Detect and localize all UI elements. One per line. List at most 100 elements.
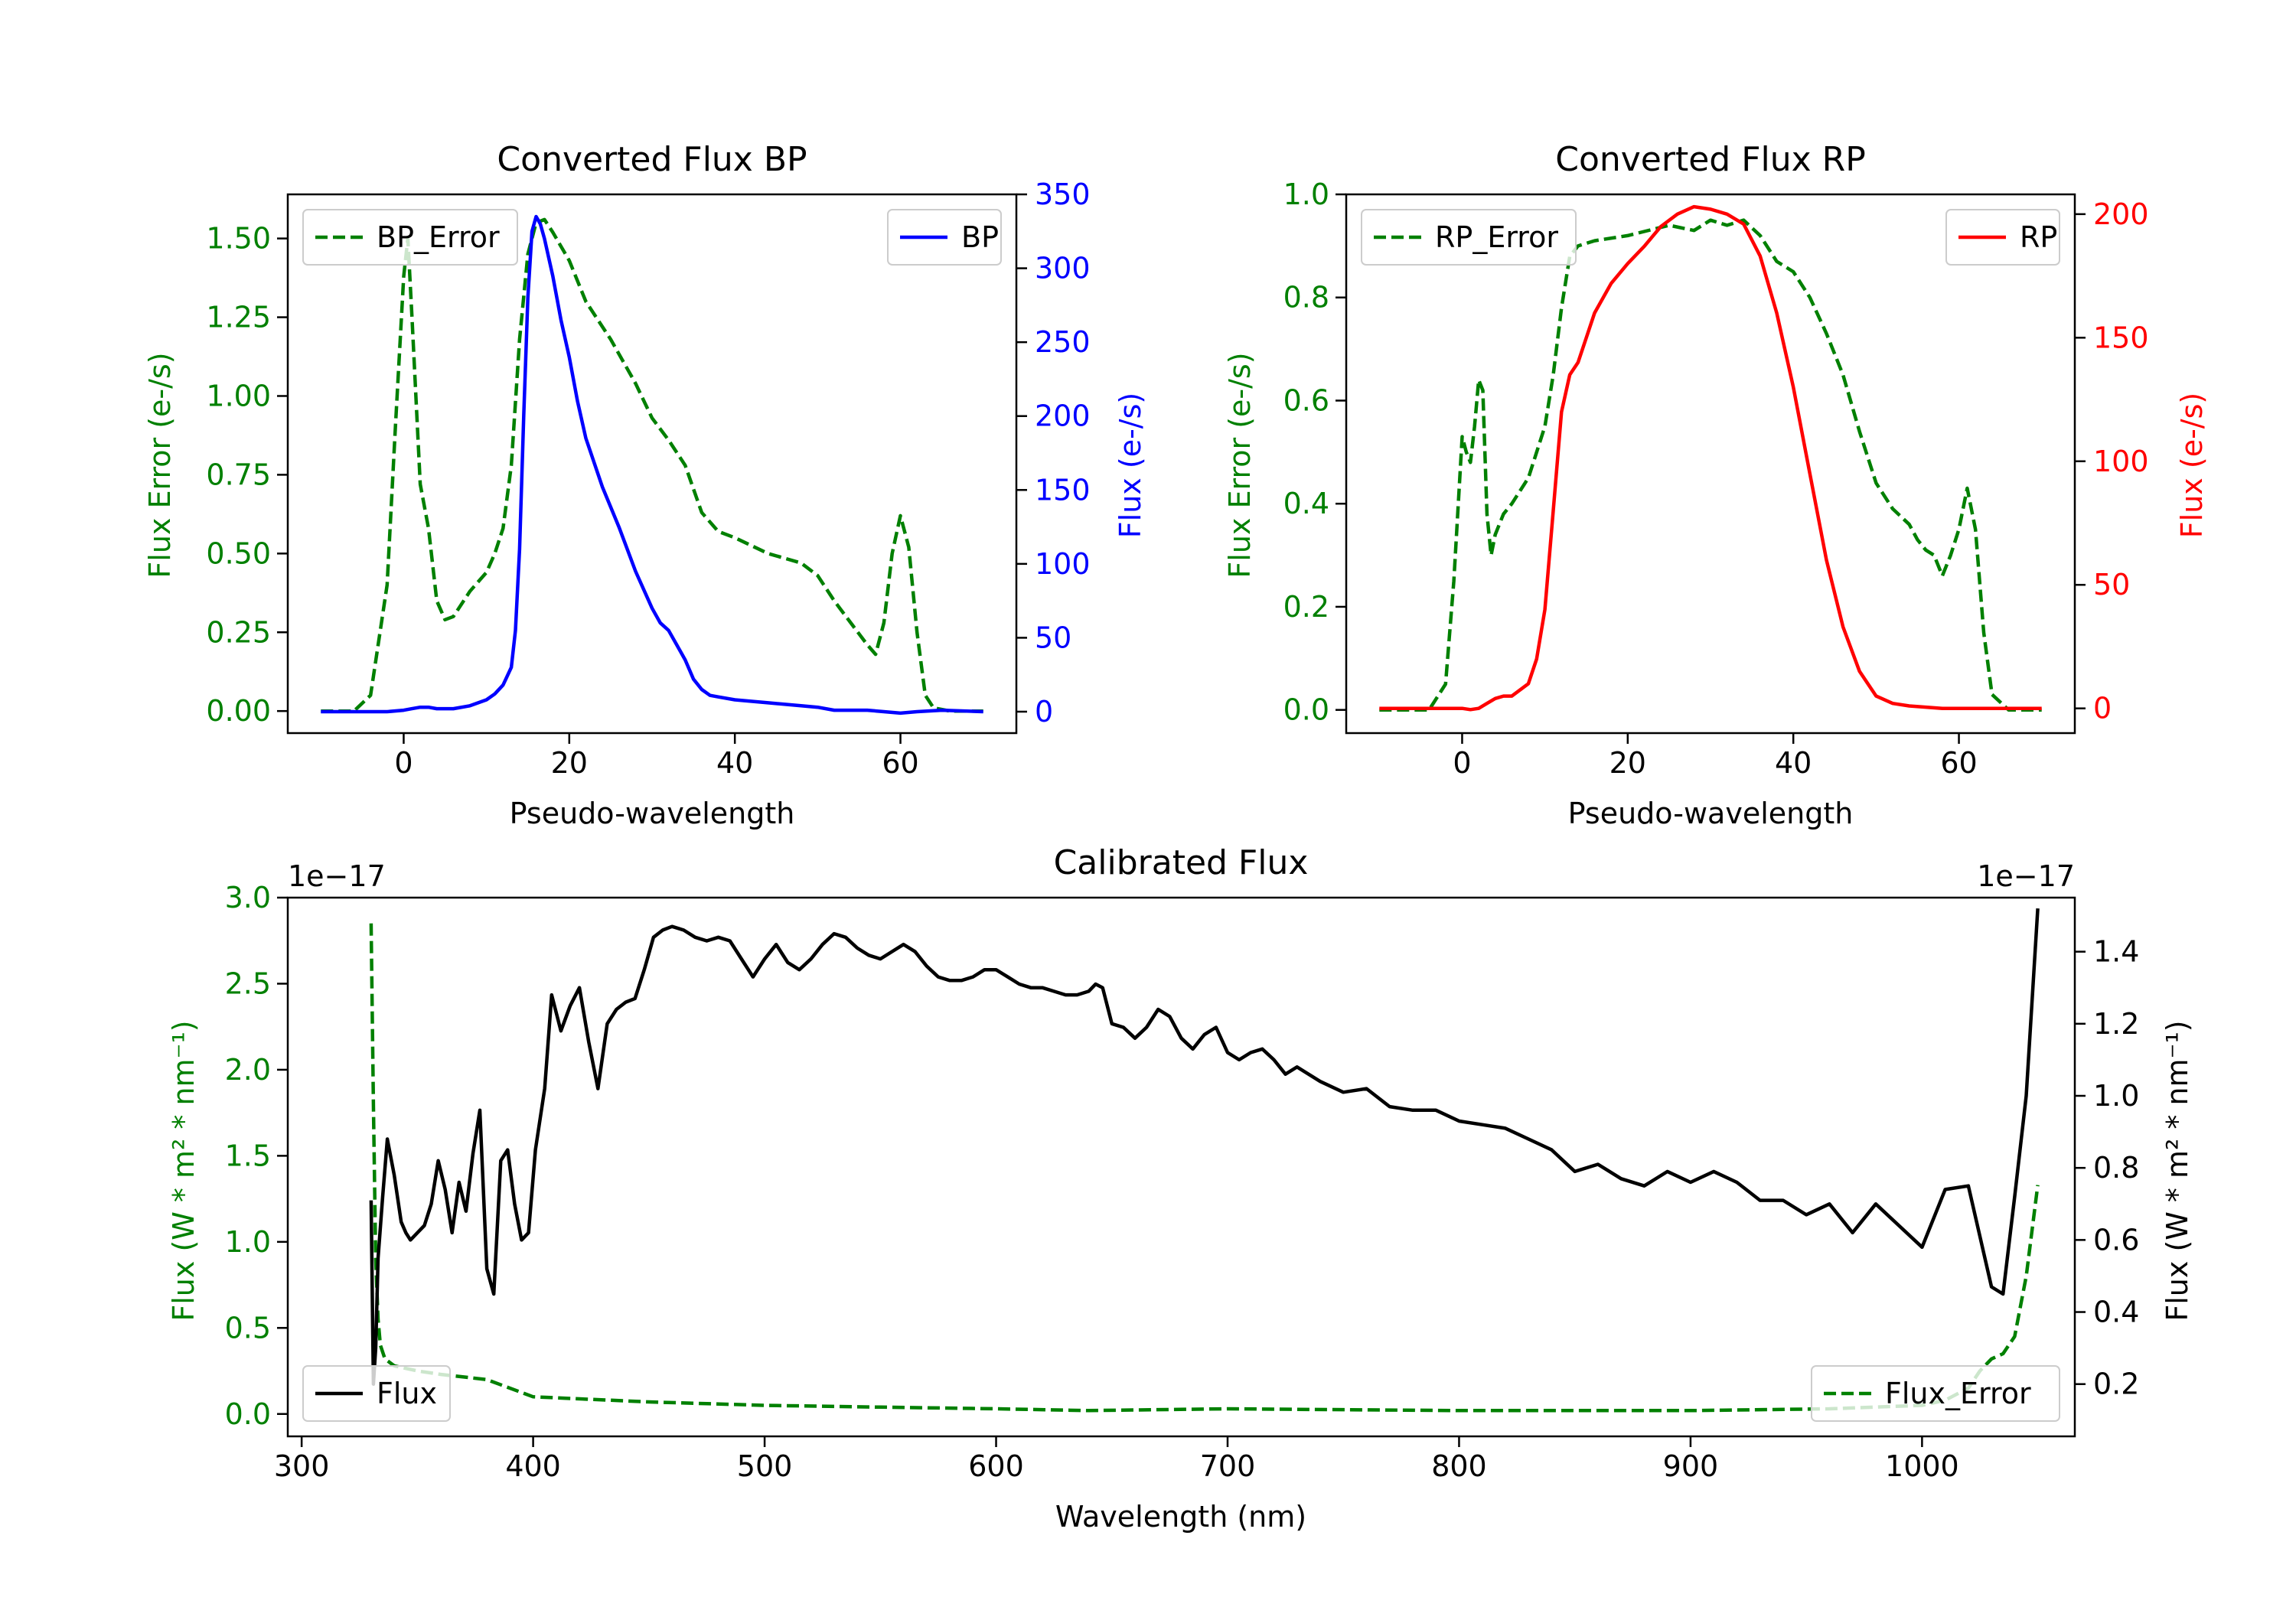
legend: RP_Error RP: [1361, 209, 2060, 266]
y-axis-ticks-right: 0.2 0.4 0.6 0.8 1.0 1.2 1.4: [2075, 935, 2139, 1401]
legend: Flux Flux_Error: [302, 1365, 2060, 1422]
legend-entry-rp-error: RP_Error: [1361, 209, 1577, 266]
y-tick-label-left: 0.0: [225, 1397, 271, 1431]
x-tick-label: 400: [505, 1449, 561, 1483]
x-tick-label: 60: [882, 746, 918, 780]
x-axis-ticks: 300 400 500 600 700 800 900 1000: [274, 1436, 1959, 1483]
y-tick-label-left: 1.50: [206, 222, 271, 256]
x-tick-label: 900: [1663, 1449, 1719, 1483]
y-tick-label-right: 0.8: [2093, 1151, 2139, 1185]
x-axis-label: Pseudo-wavelength: [1568, 797, 1854, 830]
y-tick-label-right: 1.0: [2093, 1079, 2139, 1113]
y-axis-label-left: Flux Error (e-/s): [1223, 352, 1257, 578]
legend-label: RP_Error: [1435, 220, 1558, 254]
panel-calibrated-flux: Calibrated Flux Wavelength (nm) Flux (W …: [167, 843, 2194, 1534]
y-axis-label-right: Flux (W * m² * nm⁻¹): [2161, 1020, 2194, 1321]
y-tick-label-left: 3.0: [225, 881, 271, 914]
legend-entry-bp-error: BP_Error: [302, 209, 518, 266]
y-axis-ticks-left: 0.00 0.25 0.50 0.75 1.00 1.25 1.50: [206, 222, 288, 728]
y-axis-label-left: Flux (W * m² * nm⁻¹): [167, 1020, 201, 1321]
legend-label: RP: [2020, 220, 2057, 254]
x-tick-label: 800: [1431, 1449, 1487, 1483]
y-tick-label-right: 100: [2093, 445, 2149, 478]
y-axis-label-right: Flux (e-/s): [2175, 393, 2209, 538]
series-line-flux: [369, 908, 2040, 1386]
y-tick-label-right: 0.4: [2093, 1296, 2139, 1329]
legend-box: [1811, 1365, 2060, 1422]
y-tick-label-right: 1.4: [2093, 935, 2139, 969]
legend-entry-rp: RP: [1945, 209, 2060, 266]
x-tick-label: 300: [274, 1449, 330, 1483]
y-tick-label-right: 0: [1035, 695, 1053, 729]
chart-title: Calibrated Flux: [1054, 843, 1309, 882]
y-axis-ticks-left: 0.0 0.2 0.4 0.6 0.8 1.0: [1283, 178, 1346, 727]
y-tick-label-left: 0.0: [1283, 693, 1329, 727]
y-tick-label-left: 0.6: [1283, 383, 1329, 417]
panel-converted-flux-rp: Converted Flux RP Pseudo-wavelength Flux…: [1223, 140, 2209, 830]
y-tick-label-right: 50: [1035, 621, 1071, 654]
legend-box: [302, 1365, 451, 1422]
y-tick-label-left: 2.5: [225, 966, 271, 1000]
chart-title: Converted Flux BP: [497, 140, 807, 179]
x-tick-label: 40: [1775, 746, 1812, 780]
series-line-rp: [1379, 204, 2042, 712]
series-group: [369, 908, 2040, 1413]
plot-frame: [286, 193, 1018, 735]
y-tick-label-left: 1.25: [206, 301, 271, 334]
x-axis-label: Wavelength (nm): [1055, 1500, 1306, 1534]
y-tick-label-left: 0.50: [206, 536, 271, 570]
x-axis-label: Pseudo-wavelength: [510, 797, 795, 830]
y-tick-label-right: 0: [2093, 692, 2112, 725]
y-tick-label-right: 350: [1035, 178, 1091, 211]
x-tick-label: 20: [551, 746, 588, 780]
y-axis-offset-right: 1e−17: [1977, 859, 2075, 893]
y-axis-ticks-left: 0.0 0.5 1.0 1.5 2.0 2.5 3.0: [225, 881, 288, 1431]
y-tick-label-right: 1.2: [2093, 1007, 2139, 1041]
y-axis-label-right: Flux (e-/s): [1114, 393, 1147, 538]
legend-label: Flux: [377, 1377, 437, 1410]
legend: BP_Error BP: [302, 209, 1002, 266]
series-group: [1379, 204, 2042, 712]
x-tick-label: 20: [1609, 746, 1646, 780]
y-tick-label-right: 150: [2093, 321, 2149, 354]
x-tick-label: 0: [394, 746, 413, 780]
legend-label: BP_Error: [377, 220, 500, 254]
panel-converted-flux-bp: Converted Flux BP Pseudo-wavelength Flux…: [143, 140, 1147, 830]
y-tick-label-left: 0.75: [206, 458, 271, 491]
legend-box: [302, 209, 518, 266]
y-axis-offset-left: 1e−17: [288, 859, 386, 893]
legend-entry-flux: Flux: [302, 1365, 451, 1422]
series-line-rp-error: [1379, 218, 2042, 712]
x-tick-label: 1000: [1885, 1449, 1959, 1483]
plot-frame: [286, 896, 2076, 1438]
x-tick-label: 60: [1940, 746, 1977, 780]
y-tick-label-left: 1.00: [206, 379, 271, 412]
y-axis-ticks-right: 0 50 100 150 200: [2075, 197, 2149, 725]
y-tick-label-left: 0.5: [225, 1311, 271, 1345]
x-tick-label: 700: [1200, 1449, 1256, 1483]
y-tick-label-right: 0.6: [2093, 1223, 2139, 1257]
series-line-bp-error: [321, 217, 983, 713]
x-axis-ticks: 0 20 40 60: [394, 733, 919, 780]
legend-entry-bp: BP: [887, 209, 1002, 266]
chart-title: Converted Flux RP: [1555, 140, 1866, 179]
x-axis-ticks: 0 20 40 60: [1453, 733, 1978, 780]
y-tick-label-right: 250: [1035, 325, 1091, 359]
series-line-bp: [321, 214, 983, 715]
y-tick-label-right: 100: [1035, 547, 1091, 581]
legend-label: BP: [961, 220, 999, 254]
y-tick-label-right: 300: [1035, 252, 1091, 285]
y-tick-label-left: 2.0: [225, 1053, 271, 1087]
y-axis-ticks-right: 0 50 100 150 200 250 300 350: [1016, 178, 1091, 729]
y-axis-label-left: Flux Error (e-/s): [143, 352, 177, 578]
x-tick-label: 0: [1453, 746, 1471, 780]
y-tick-label-left: 0.8: [1283, 281, 1329, 315]
series-line-flux-error: [369, 923, 2040, 1413]
y-tick-label-left: 0.00: [206, 694, 271, 728]
legend-box: [1361, 209, 1577, 266]
x-tick-label: 40: [716, 746, 753, 780]
y-tick-label-left: 0.25: [206, 615, 271, 649]
y-tick-label-right: 200: [1035, 399, 1091, 433]
